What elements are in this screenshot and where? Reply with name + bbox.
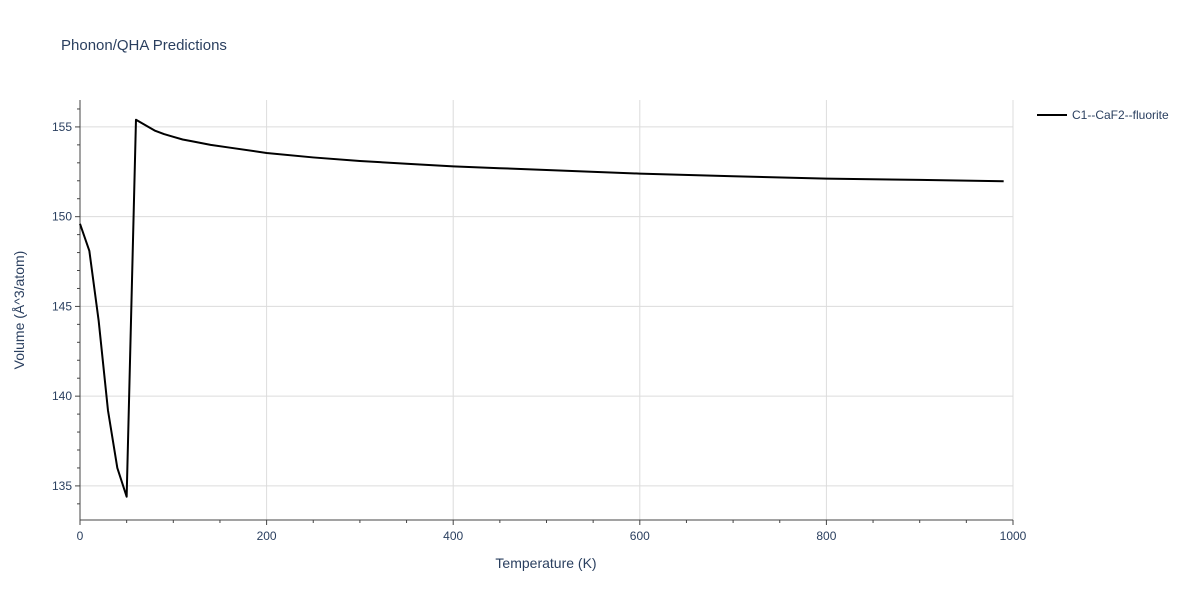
y-tick-label: 155 xyxy=(52,120,72,134)
series-line[interactable] xyxy=(79,118,1004,498)
legend-item-label: C1--CaF2--fluorite xyxy=(1072,108,1169,122)
series-layer xyxy=(79,118,1004,498)
x-tick-label: 200 xyxy=(257,529,277,543)
chart-title: Phonon/QHA Predictions xyxy=(61,37,227,54)
y-tick-label: 145 xyxy=(52,299,72,313)
axes-layer: 0 200 400 600 800 1000 135 140 145 150 155 xyxy=(52,100,1027,543)
x-tick-label: 1000 xyxy=(1000,529,1027,543)
x-tick-label: 0 xyxy=(77,529,84,543)
x-tick-label: 600 xyxy=(630,529,650,543)
legend[interactable]: C1--CaF2--fluorite xyxy=(1037,108,1169,122)
y-axis-title: Volume (Å^3/atom) xyxy=(11,251,27,370)
grid-layer xyxy=(80,100,1014,520)
y-tick-label: 150 xyxy=(52,210,72,224)
y-tick-label: 140 xyxy=(52,389,72,403)
x-axis-title: Temperature (K) xyxy=(495,555,596,571)
x-tick-label: 800 xyxy=(816,529,836,543)
y-tick-label: 135 xyxy=(52,479,72,493)
x-tick-label: 400 xyxy=(443,529,463,543)
